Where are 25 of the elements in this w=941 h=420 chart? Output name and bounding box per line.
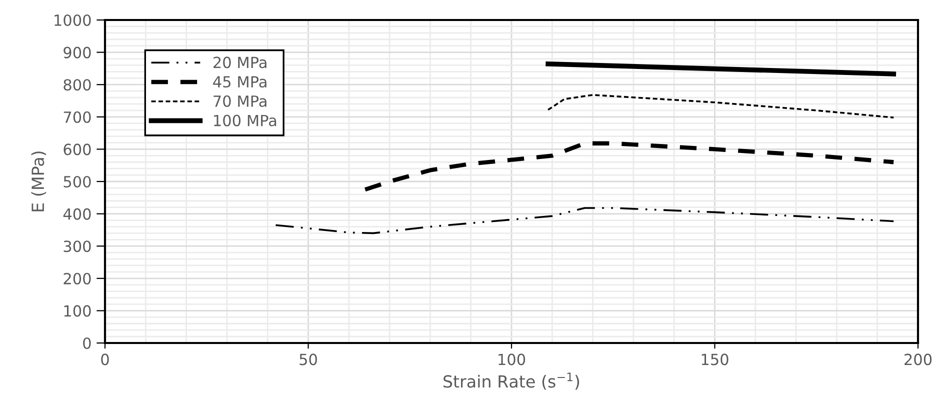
x-tick-label: 0 [101, 354, 109, 366]
y-tick-label: 100 [64, 305, 91, 317]
legend-label: 45 MPa [213, 76, 266, 88]
y-tick-label: 1000 [54, 14, 91, 26]
x-axis-title: Strain Rate (s$^{−1}$) [444, 372, 580, 390]
legend-label: 70 MPa [214, 95, 266, 107]
y-tick-label: 700 [64, 111, 91, 123]
y-tick-label: 200 [64, 272, 91, 284]
line-series [363, 141, 896, 192]
y-tick-label: 400 [63, 208, 91, 220]
x-tick-label: 200 [904, 354, 932, 366]
y-tick-label: 800 [64, 79, 91, 91]
y-axis-title: E (MPa) [31, 152, 46, 212]
y-tick-label: 600 [64, 144, 91, 156]
legend-label: 100 MPa [214, 114, 276, 126]
line-series [547, 94, 895, 118]
y-tick-label: 300 [64, 240, 91, 252]
y-tick-label: 900 [64, 46, 91, 58]
y-tick-label: 500 [64, 176, 91, 188]
legend-label: 20 MPa [214, 56, 266, 68]
line-series [274, 207, 895, 234]
x-tick-label: 50 [300, 354, 317, 366]
y-tick-label: 0 [83, 337, 91, 350]
x-tick-label: 150 [702, 354, 728, 366]
x-tick-label: 100 [498, 354, 526, 366]
